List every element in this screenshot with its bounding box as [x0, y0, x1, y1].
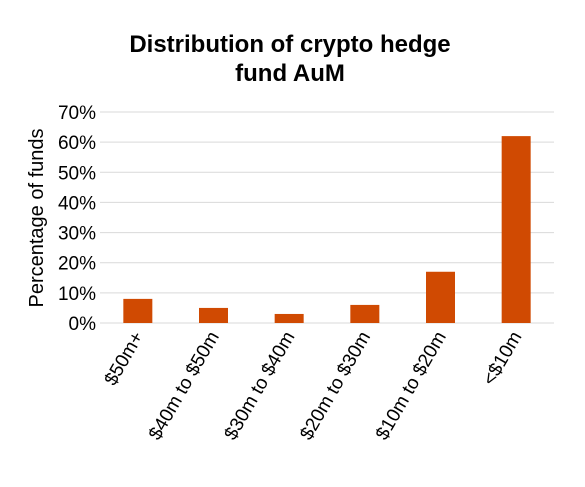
x-axis-ticks: $50m+$40m to $50m$30m to $40m$20m to $30… [101, 328, 527, 444]
y-tick-label: 60% [58, 133, 96, 154]
y-tick-label: 20% [58, 254, 96, 275]
y-axis-label: Percentage of funds [26, 128, 48, 307]
y-tick-label: 30% [58, 224, 96, 245]
y-tick-label: 70% [58, 103, 96, 124]
gridlines [100, 111, 554, 324]
bar [426, 271, 455, 323]
x-tick-label: <$10m [479, 328, 526, 389]
x-tick-label: $50m+ [101, 328, 148, 389]
chart-title-line-2: fund AuM [235, 60, 345, 87]
x-tick-label: $10m to $20m [372, 328, 451, 444]
chart-title-line-1: Distribution of crypto hedge [129, 31, 450, 58]
bar [274, 313, 304, 323]
y-tick-label: 40% [58, 193, 96, 214]
y-tick-label: 0% [69, 314, 97, 335]
x-tick-label: $20m to $30m [296, 328, 375, 444]
x-tick-label: $30m to $40m [221, 328, 300, 444]
bar [350, 304, 380, 323]
bars [123, 136, 531, 323]
y-tick-label: 50% [58, 163, 96, 184]
y-tick-label: 10% [58, 284, 96, 305]
y-axis-ticks: 0% 10% 20% 30% 40% 50% 60% 70% [58, 103, 96, 335]
bar [123, 298, 153, 323]
bar [199, 307, 228, 323]
x-tick-label: $40m to $50m [145, 328, 224, 444]
bar [501, 136, 531, 323]
